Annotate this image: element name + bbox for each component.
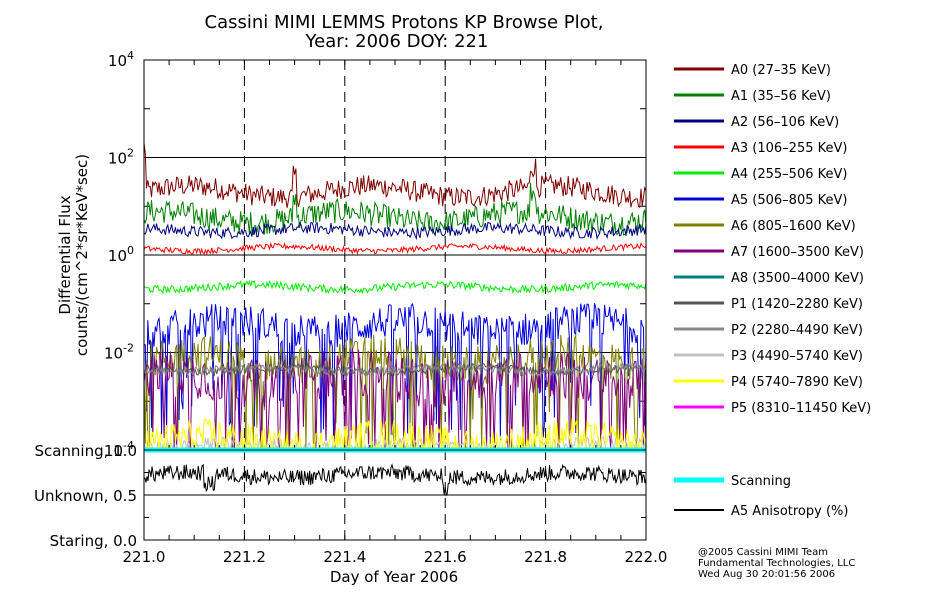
legend: A0 (27–35 KeV) A1 (35–56 KeV) A2 (56–106 K… [674, 63, 871, 416]
x-tick-label: 221.0 [123, 548, 166, 566]
footer-line2: Fundamental Technologies, LLC [698, 558, 855, 569]
legend-label: P3 (4490–5740 KeV) [731, 349, 863, 364]
footer-line1: @2005 Cassini MIMI Team [698, 547, 828, 558]
x-tick-label: 221.8 [524, 548, 567, 566]
series-line [143, 302, 647, 443]
footer-line3: Wed Aug 30 20:01:56 2006 [698, 569, 835, 580]
x-tick-labels: 221.0 221.2 221.4 221.6 221.8 222.0 [123, 548, 668, 566]
x-tick-label: 221.2 [223, 548, 266, 566]
series-line [143, 142, 647, 209]
legend-label: A8 (3500–4000 KeV) [731, 271, 864, 286]
x-tick-label: 221.6 [424, 548, 467, 566]
y-axis-label-line1: Differential Flux [56, 195, 74, 314]
legend-label: A1 (35–56 KeV) [731, 89, 831, 104]
y-tick-labels: 104 102 100 10-2 10-4 [104, 49, 134, 460]
chart-title: Cassini MIMI LEMMS Protons KP Browse Plo… [205, 12, 604, 33]
legend-label: A6 (805–1600 KeV) [731, 219, 856, 234]
legend-label: P2 (2280–4490 KeV) [731, 323, 863, 338]
y-tick-label: 10-4 [104, 439, 134, 460]
y-tick-label: 100 [108, 244, 134, 265]
y-tick-label: 102 [108, 147, 134, 168]
legend-label: P5 (8310–11450 KeV) [731, 401, 871, 416]
x-tick-label: 221.4 [323, 548, 366, 566]
lower-legend: Scanning A5 Anisotropy (%) [674, 474, 848, 519]
series-line [143, 241, 647, 256]
legend-label: P4 (5740–7890 KeV) [731, 375, 863, 390]
y-tick-label: 10-2 [104, 342, 134, 363]
y-tick-label: 104 [108, 49, 134, 70]
lower-y-tick-labels: Scanning, 1.0 Unknown, 0.5 Staring, 0.0 [34, 442, 137, 550]
legend-label: A2 (56–106 KeV) [731, 115, 839, 130]
series-line [143, 279, 647, 295]
y-axis-label-line2: counts/(cm^2*sr*KeV*sec) [73, 154, 91, 356]
legend-label: A4 (255–506 KeV) [731, 167, 847, 182]
x-axis-label: Day of Year 2006 [330, 568, 458, 586]
legend-label: A5 (506–805 KeV) [731, 193, 847, 208]
chart-subtitle: Year: 2006 DOY: 221 [305, 31, 489, 52]
lower-legend-label: A5 Anisotropy (%) [731, 504, 848, 519]
legend-label: A3 (106–255 KeV) [731, 141, 847, 156]
series-line [143, 182, 647, 236]
lower-y-tick-label: Staring, 0.0 [50, 532, 137, 550]
lower-panel-grid [143, 60, 647, 541]
series-line [143, 221, 647, 241]
lower-legend-label: Scanning [731, 474, 791, 489]
panel-frames [143, 59, 647, 541]
upper-panel-series [143, 142, 647, 452]
footer-credits: @2005 Cassini MIMI Team Fundamental Tech… [698, 547, 855, 580]
lower-y-tick-label: Unknown, 0.5 [34, 487, 137, 505]
lower-panel-frame [143, 449, 647, 541]
lower-y-tick-label: Scanning, 1.0 [34, 442, 137, 460]
y-axis-label: Differential Flux counts/(cm^2*sr*KeV*se… [56, 154, 91, 356]
legend-label: P1 (1420–2280 KeV) [731, 297, 863, 312]
series-line [143, 361, 647, 377]
x-tick-label: 222.0 [625, 548, 668, 566]
lower-panel-series [143, 447, 647, 497]
anisotropy-line [143, 463, 647, 497]
legend-label: A0 (27–35 KeV) [731, 63, 831, 78]
legend-label: A7 (1600–3500 KeV) [731, 245, 864, 260]
